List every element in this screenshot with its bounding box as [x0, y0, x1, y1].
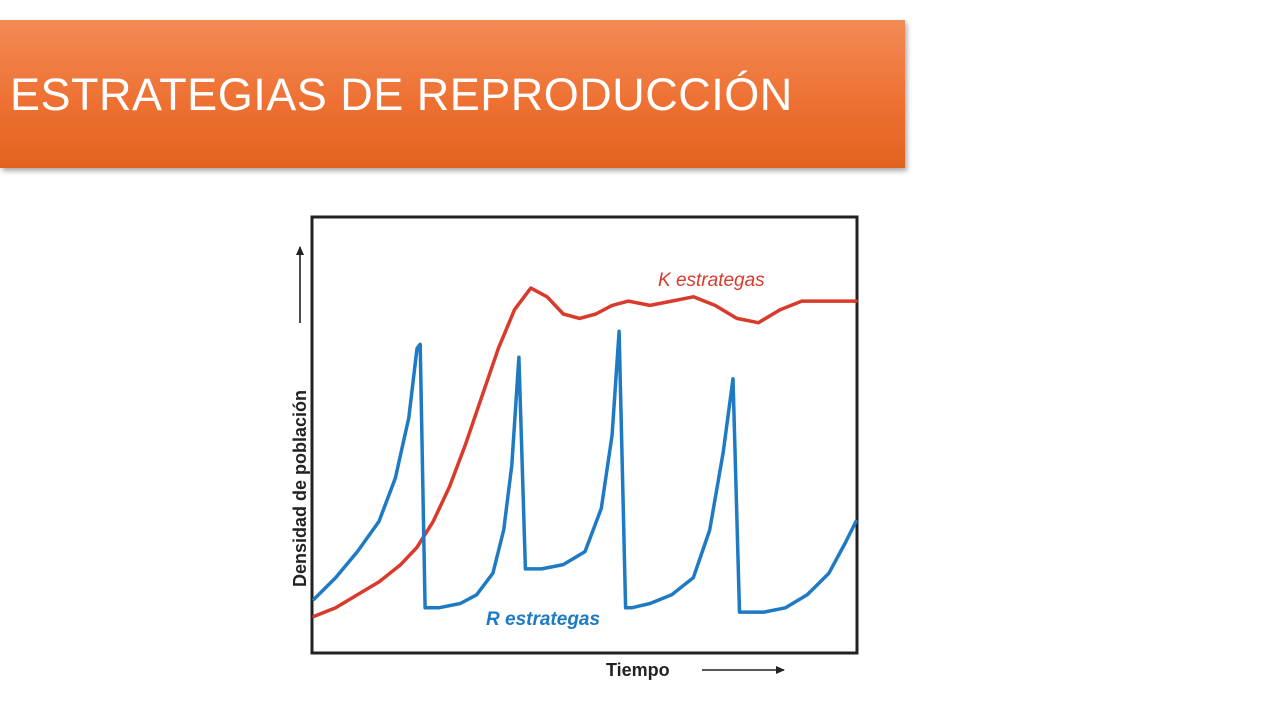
x-axis-label: Tiempo	[606, 660, 670, 680]
series-line-r-strategists	[312, 329, 858, 614]
plot-frame	[310, 215, 859, 655]
title-banner: ESTRATEGIAS DE REPRODUCCIÓN	[0, 20, 905, 168]
r-strategists-label: R estrategas	[486, 609, 600, 630]
y-axis-label-group: Densidad de población	[290, 246, 310, 587]
population-chart: K estrategas R estrategas Densidad de po…	[290, 215, 859, 680]
y-axis-label: Densidad de población	[290, 390, 310, 587]
k-strategists-label: K estrategas	[658, 270, 765, 291]
series-layer	[312, 286, 858, 619]
slide-title: ESTRATEGIAS DE REPRODUCCIÓN	[10, 69, 793, 120]
x-axis-label-group: Tiempo	[606, 660, 785, 680]
series-line-k-strategists	[312, 286, 858, 619]
